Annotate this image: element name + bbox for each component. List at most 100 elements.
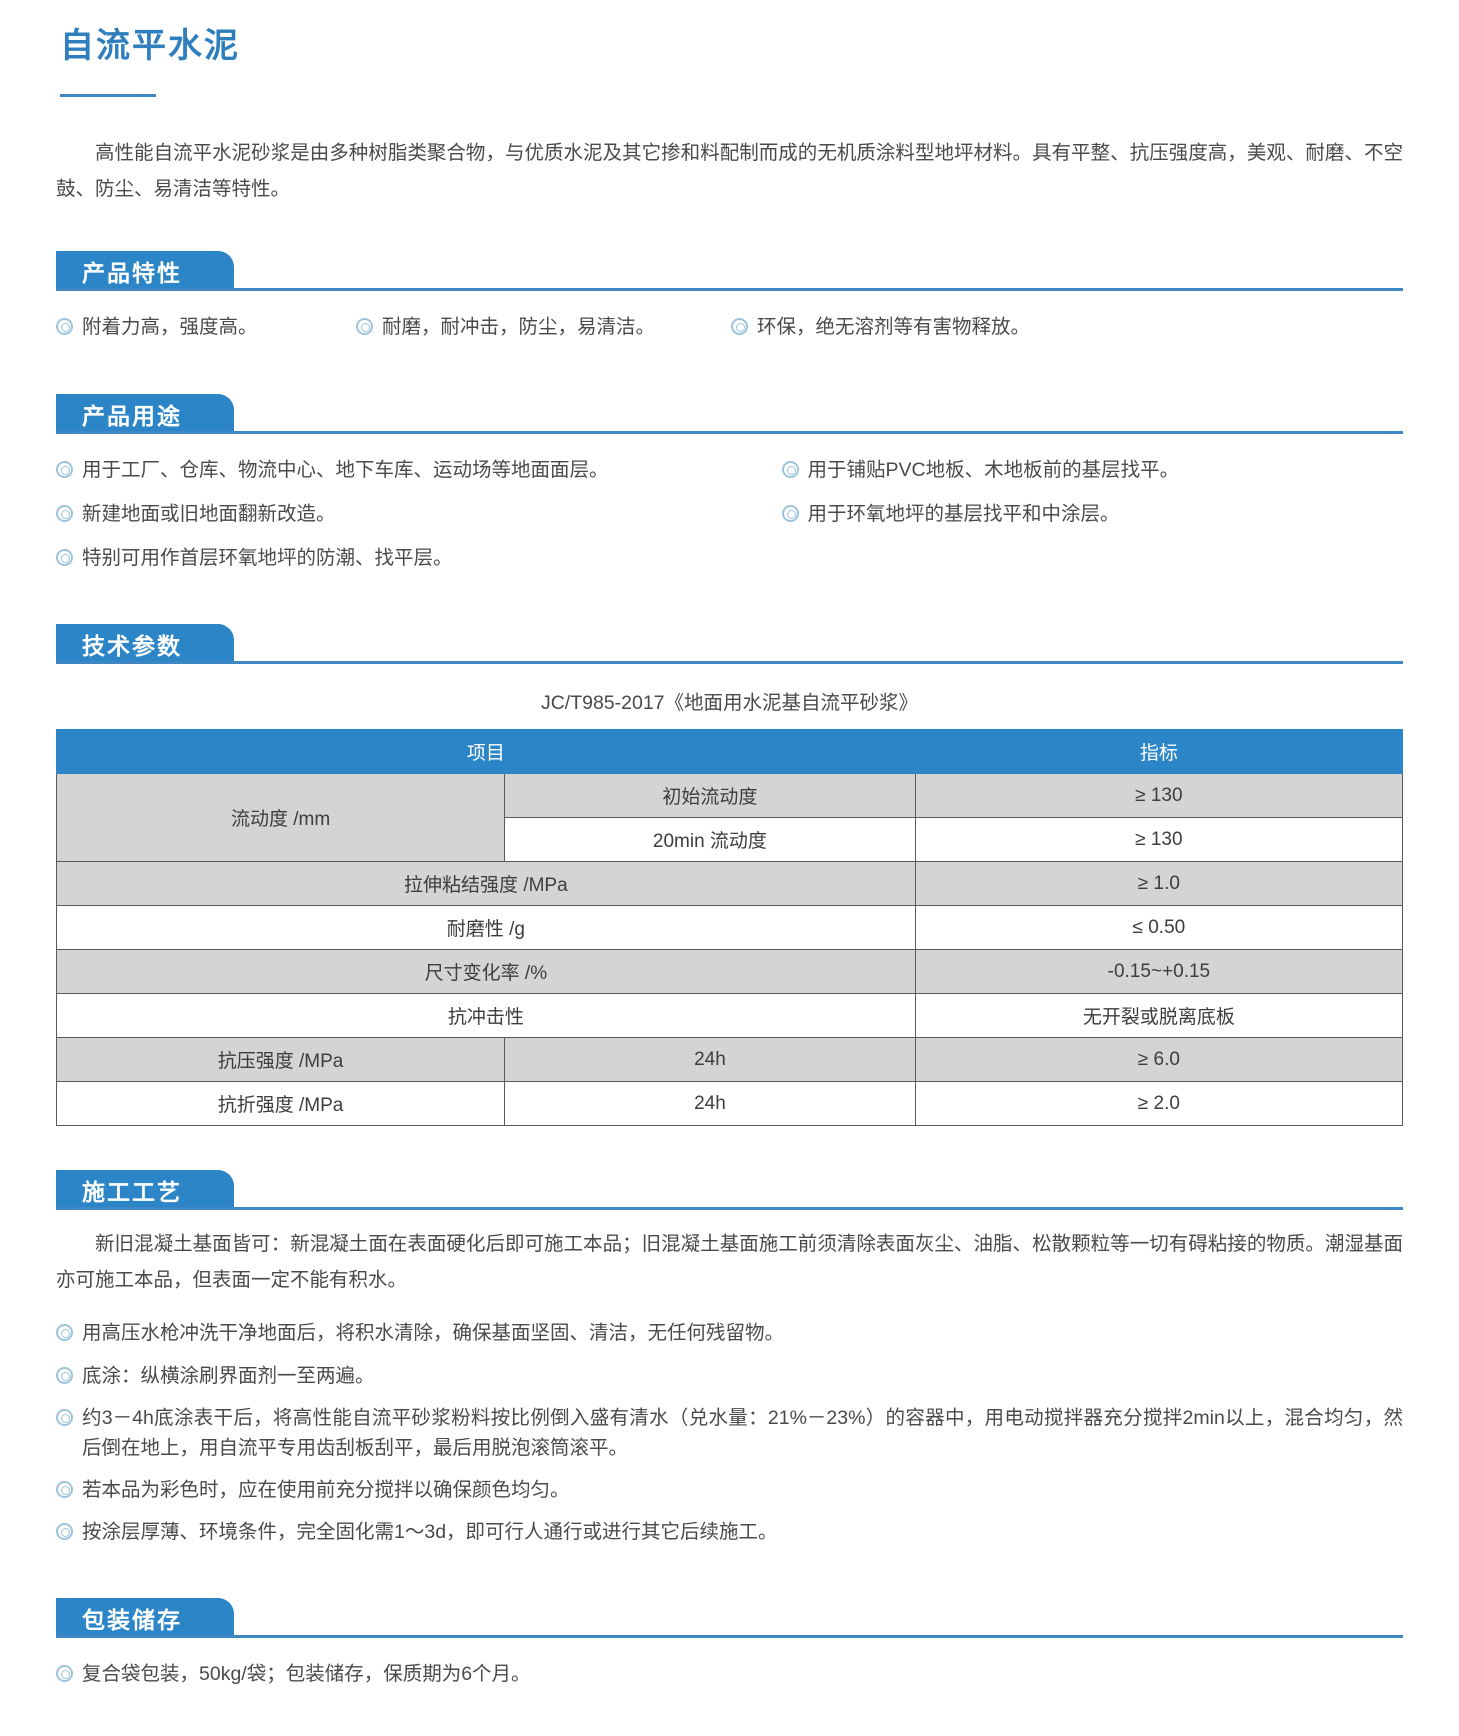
features-list: 附着力高，强度高。 耐磨，耐冲击，防尘，易清洁。 环保，绝无溶剂等有害物释放。 (56, 305, 1403, 349)
cell-sub: 24h (504, 1037, 916, 1083)
usage-column-left: 用于工厂、仓库、物流中心、地下车库、运动场等地面面层。 新建地面或旧地面翻新改造… (56, 448, 730, 581)
section-packaging: 包装储存 复合袋包装，50kg/袋；包装储存，保质期为6个月。 (56, 1597, 1403, 1696)
list-item-label: 附着力高，强度高。 (82, 316, 258, 339)
cell-value: ≥ 1.0 (914, 861, 1404, 907)
list-item-label: 用于工厂、仓库、物流中心、地下车库、运动场等地面面层。 (82, 458, 609, 481)
bullet-ring-icon (781, 504, 799, 522)
section-tab-label: 施工工艺 (82, 1179, 182, 1206)
table-row: 抗冲击性 无开裂或脱离底板 (56, 993, 1404, 1039)
list-item-label: 若本品为彩色时，应在使用前充分搅拌以确保颜色均匀。 (82, 1479, 570, 1502)
list-item-label: 新建地面或旧地面翻新改造。 (82, 502, 336, 525)
section-header-packaging: 包装储存 (56, 1597, 1403, 1638)
title-underline (60, 94, 156, 98)
section-tab-features: 产品特性 (56, 251, 234, 292)
bullet-ring-icon (56, 1408, 73, 1426)
cell-item: 抗冲击性 (56, 993, 916, 1039)
list-item: 耐磨，耐冲击，防尘，易清洁。 (356, 305, 731, 349)
cell-item: 抗折强度 /MPa (55, 1081, 506, 1127)
standard-reference: JC/T985-2017《地面用水泥基自流平砂浆》 (540, 692, 919, 715)
section-rule (56, 288, 1403, 292)
packaging-list: 复合袋包装，50kg/袋；包装储存，保质期为6个月。 (56, 1652, 1403, 1696)
section-header-features: 产品特性 (56, 251, 1403, 292)
list-item: 若本品为彩色时，应在使用前充分搅拌以确保颜色均匀。 (56, 1469, 1403, 1511)
list-item-label: 耐磨，耐冲击，防尘，易清洁。 (382, 316, 656, 339)
usage-column-right: 用于铺贴PVC地板、木地板前的基层找平。 用于环氧地坪的基层找平和中涂层。 (730, 448, 1404, 581)
cell-sub: 24h (504, 1081, 916, 1127)
bullet-ring-icon (56, 1664, 73, 1682)
spec-table-body: 流动度 /mm 初始流动度 ≥ 130 20min 流动度 ≥ 130 拉伸粘结… (55, 773, 1404, 1127)
table-row: 抗压强度 /MPa 24h ≥ 6.0 (55, 1037, 1404, 1083)
list-item-label: 特别可用作首层环氧地坪的防潮、找平层。 (82, 546, 453, 569)
list-item-label: 环保，绝无溶剂等有害物释放。 (757, 316, 1031, 339)
list-item: 新建地面或旧地面翻新改造。 (56, 492, 730, 536)
bullet-ring-icon (56, 1481, 73, 1499)
spec-table-head: 项目 指标 (56, 729, 1404, 775)
process-paragraph: 新旧混凝土基面皆可：新混凝土面在表面硬化后即可施工本品；旧混凝土基面施工前须清除… (56, 1233, 1403, 1292)
cell-value: ≥ 130 (914, 817, 1404, 863)
column-header-value: 指标 (914, 729, 1404, 775)
list-item-label: 复合袋包装，50kg/袋；包装储存，保质期为6个月。 (82, 1662, 531, 1685)
usage-list: 用于工厂、仓库、物流中心、地下车库、运动场等地面面层。 新建地面或旧地面翻新改造… (56, 448, 1403, 581)
list-item: 用于铺贴PVC地板、木地板前的基层找平。 (781, 448, 1404, 492)
list-item-label: 用高压水枪冲洗干净地面后，将积水清除，确保基面坚固、清洁，无任何残留物。 (82, 1322, 785, 1345)
section-tab-label: 产品用途 (82, 402, 182, 429)
process-list: 用高压水枪冲洗干净地面后，将积水清除，确保基面坚固、清洁，无任何残留物。 底涂：… (56, 1312, 1403, 1553)
list-item-label: 按涂层厚薄、环境条件，完全固化需1～3d，即可行人通行或进行其它后续施工。 (82, 1521, 778, 1544)
section-tab-packaging: 包装储存 (56, 1597, 234, 1638)
list-item: 附着力高，强度高。 (56, 305, 356, 349)
section-header-process: 施工工艺 (56, 1170, 1403, 1211)
section-rule (56, 661, 1403, 665)
spec-table: 项目 指标 流动度 /mm 初始流动度 ≥ 130 20min 流动度 ≥ 13… (55, 729, 1404, 1127)
list-item: 环保，绝无溶剂等有害物释放。 (731, 305, 1030, 349)
cell-value: -0.15~+0.15 (914, 949, 1404, 995)
bullet-ring-icon (731, 318, 748, 336)
section-tab-process: 施工工艺 (56, 1170, 234, 1211)
section-specs: 技术参数 JC/T985-2017《地面用水泥基自流平砂浆》 项目 指标 流动度… (55, 624, 1404, 1127)
cell-value: ≥ 6.0 (914, 1037, 1404, 1083)
section-tab-label: 包装储存 (82, 1606, 182, 1633)
cell-value: ≥ 130 (914, 773, 1404, 819)
table-row: 拉伸粘结强度 /MPa ≥ 1.0 (56, 861, 1404, 907)
section-tab-usage: 产品用途 (56, 393, 234, 434)
table-row: 20min 流动度 ≥ 130 (57, 817, 1404, 863)
bullet-ring-icon (781, 460, 799, 478)
list-item-label: 用于环氧地坪的基层找平和中涂层。 (807, 502, 1120, 525)
cell-sub: 20min 流动度 (504, 817, 916, 863)
bullet-ring-icon (56, 318, 73, 336)
list-item: 按涂层厚薄、环境条件，完全固化需1～3d，即可行人通行或进行其它后续施工。 (56, 1511, 1403, 1553)
list-item: 用于工厂、仓库、物流中心、地下车库、运动场等地面面层。 (56, 448, 730, 492)
cell-item: 流动度 /mm (55, 773, 506, 863)
section-rule (56, 430, 1403, 434)
cell-item: 耐磨性 /g (56, 905, 916, 951)
list-item-label: 底涂：纵横涂刷界面剂一至两遍。 (82, 1364, 375, 1387)
list-item: 约3－4h底涂表干后，将高性能自流平砂浆粉料按比例倒入盛有清水（兑水量：21%－… (56, 1397, 1403, 1469)
list-item: 底涂：纵横涂刷界面剂一至两遍。 (56, 1355, 1403, 1397)
cell-sub: 初始流动度 (504, 773, 916, 819)
section-header-specs: 技术参数 (56, 624, 1403, 665)
bullet-ring-icon (56, 1366, 73, 1384)
cell-value: ≤ 0.50 (914, 905, 1404, 951)
table-row: 尺寸变化率 /% -0.15~+0.15 (56, 949, 1404, 995)
list-item: 复合袋包装，50kg/袋；包装储存，保质期为6个月。 (56, 1652, 1403, 1696)
section-tab-label: 技术参数 (82, 633, 182, 660)
table-row: 抗折强度 /MPa 24h ≥ 2.0 (55, 1081, 1404, 1127)
section-tab-label: 产品特性 (82, 260, 182, 287)
table-row: 流动度 /mm 初始流动度 ≥ 130 (55, 773, 1404, 863)
cell-value: 无开裂或脱离底板 (914, 993, 1404, 1039)
section-header-usage: 产品用途 (56, 393, 1403, 434)
list-item-label: 约3－4h底涂表干后，将高性能自流平砂浆粉料按比例倒入盛有清水（兑水量：21%－… (82, 1406, 1403, 1459)
bullet-ring-icon (56, 548, 73, 566)
bullet-ring-icon (56, 504, 73, 522)
column-header-item: 项目 (56, 729, 916, 775)
table-row: 耐磨性 /g ≤ 0.50 (56, 905, 1404, 951)
list-item: 用于环氧地坪的基层找平和中涂层。 (781, 492, 1404, 536)
list-item-label: 用于铺贴PVC地板、木地板前的基层找平。 (807, 458, 1180, 481)
page-title: 自流平水泥 (60, 27, 240, 65)
section-usage: 产品用途 用于工厂、仓库、物流中心、地下车库、运动场等地面面层。 新建地面或旧地… (56, 393, 1403, 581)
section-process: 施工工艺 新旧混凝土基面皆可：新混凝土面在表面硬化后即可施工本品；旧混凝土基面施… (56, 1170, 1403, 1553)
cell-item: 尺寸变化率 /% (56, 949, 916, 995)
section-rule (56, 1634, 1403, 1638)
list-item: 用高压水枪冲洗干净地面后，将积水清除，确保基面坚固、清洁，无任何残留物。 (56, 1312, 1403, 1354)
bullet-ring-icon (56, 1523, 73, 1541)
